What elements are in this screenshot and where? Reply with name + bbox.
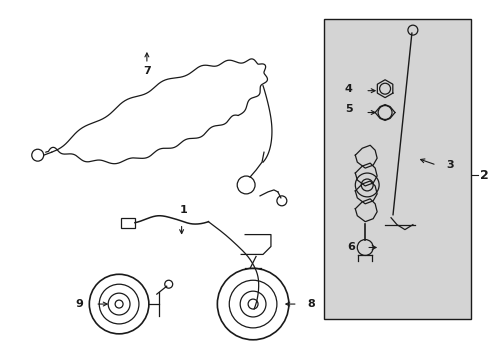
Text: 9: 9 [75,299,83,309]
Text: 3: 3 [446,160,453,170]
Text: 7: 7 [142,66,150,76]
Text: 2: 2 [479,168,488,181]
Bar [121,218,135,228]
Text: 8: 8 [307,299,315,309]
Text: 4: 4 [344,84,352,94]
Bar [323,19,470,319]
Text: 1: 1 [180,205,187,215]
Text: 6: 6 [346,243,355,252]
Text: 5: 5 [344,104,352,113]
